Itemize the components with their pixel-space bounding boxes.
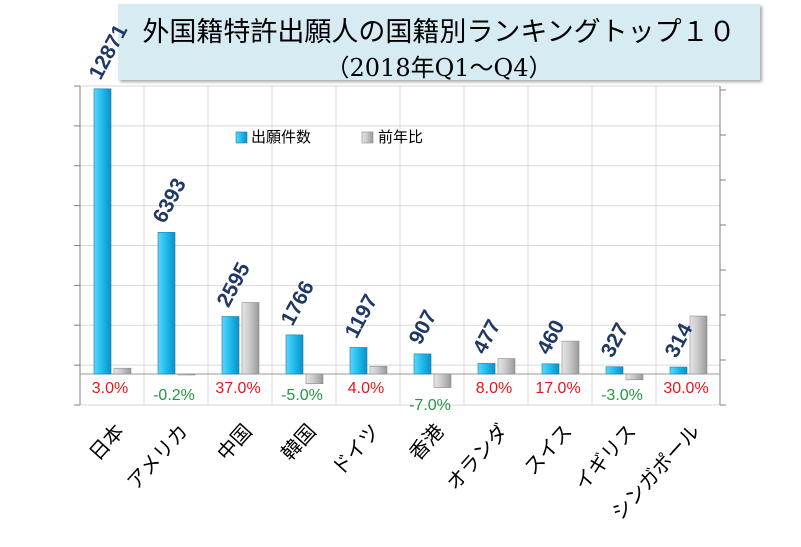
bar-yoy-1 (177, 373, 196, 376)
bar-count-4 (349, 347, 368, 375)
count-label-0: 12871 (85, 21, 133, 84)
category-label-5: 香港 (404, 419, 449, 465)
legend-label-yoy: 前年比 (378, 128, 423, 146)
count-label-5: 907 (405, 307, 442, 349)
bar-count-3 (285, 334, 304, 375)
legend-swatch-count (235, 131, 248, 144)
bars (93, 88, 708, 388)
bar-yoy-9 (689, 315, 708, 375)
legend-swatch-yoy (361, 131, 374, 144)
chart-title: 外国籍特許出願人の国籍別ランキングトップ１０ (142, 17, 736, 48)
bar-yoy-3 (305, 373, 324, 384)
bar-count-8 (605, 366, 624, 375)
category-label-7: スイス (519, 419, 577, 479)
count-label-4: 1197 (341, 291, 383, 342)
percent-label-7: 17.0% (535, 380, 580, 397)
bar-count-6 (477, 363, 496, 375)
percent-label-6: 8.0% (476, 380, 512, 397)
bar-yoy-0 (113, 367, 132, 375)
percent-label-0: 3.0% (92, 380, 128, 397)
category-label-1: アメリカ (122, 419, 193, 494)
bar-yoy-4 (369, 365, 388, 375)
bar-yoy-7 (561, 340, 580, 375)
count-label-6: 477 (469, 316, 506, 358)
legend: 出願件数 前年比 (235, 128, 423, 146)
percent-label-4: 4.0% (348, 380, 384, 397)
percent-label-8: -3.0% (601, 387, 643, 404)
category-label-0: 日本 (84, 419, 129, 465)
percent-label-9: 30.0% (663, 380, 708, 397)
percent-label-1: -0.2% (153, 387, 195, 404)
category-label-3: 韓国 (276, 419, 321, 465)
bar-count-7 (541, 363, 560, 375)
bar-count-1 (157, 232, 176, 375)
data-labels: 128713.0%日本6393-0.2%アメリカ259537.0%中国1766-… (84, 21, 709, 525)
bar-yoy-2 (241, 302, 260, 375)
category-label-6: オランダ (441, 419, 512, 495)
percent-label-3: -5.0% (281, 387, 323, 404)
count-label-1: 6393 (149, 175, 191, 227)
bar-yoy-5 (433, 373, 452, 388)
category-label-2: 中国 (212, 419, 257, 465)
bar-count-0 (93, 88, 112, 375)
title-box: 外国籍特許出願人の国籍別ランキングトップ１０ （2018年Q1～Q4） (118, 4, 760, 82)
bar-yoy-6 (497, 358, 516, 375)
chart-subtitle: （2018年Q1～Q4） (325, 54, 553, 82)
bar-count-9 (669, 366, 688, 375)
percent-label-5: -7.0% (409, 397, 451, 414)
category-label-4: ドイツ (327, 419, 385, 480)
bar-yoy-8 (625, 373, 644, 381)
percent-label-2: 37.0% (215, 380, 260, 397)
bar-count-2 (221, 316, 240, 375)
legend-label-count: 出願件数 (251, 128, 311, 146)
bar-count-5 (413, 353, 432, 375)
